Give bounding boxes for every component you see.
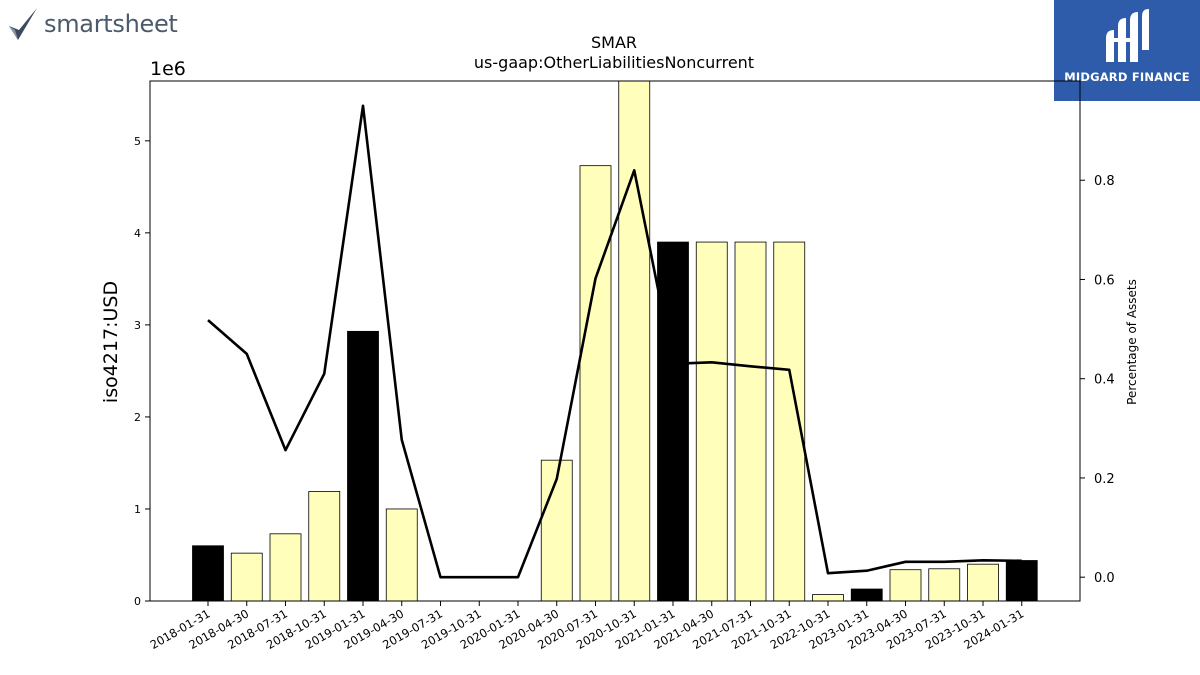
y-right-tick-label: 0.2 [1094, 472, 1115, 487]
bar-group [192, 80, 1038, 602]
y-right-tick-label: 0.4 [1094, 373, 1115, 388]
bar-2020-10-31 [618, 80, 651, 602]
bar-2018-10-31 [308, 491, 341, 602]
bar-2018-04-30 [230, 552, 263, 602]
bar-2022-10-31 [812, 594, 844, 602]
bar-2018-01-31 [192, 545, 224, 602]
chart-subtitle: us-gaap:OtherLiabilitiesNoncurrent [474, 53, 754, 72]
bar-2023-01-31 [850, 588, 883, 602]
bar-2019-01-31 [347, 330, 379, 602]
y-right-tick-label: 0.8 [1094, 174, 1115, 189]
y-right-tick-label: 0.6 [1094, 273, 1115, 288]
smartsheet-check-icon [9, 8, 37, 40]
y-axis-offset-label: 1e6 [150, 58, 186, 80]
bar-2020-07-31 [579, 165, 612, 602]
y-tick-label: 3 [134, 319, 141, 332]
bar-2023-07-31 [928, 568, 961, 602]
y-tick-label: 4 [134, 227, 141, 240]
y-right-tick-label: 0.0 [1094, 571, 1115, 586]
line-group [207, 104, 1022, 579]
midgard-emblem-icon [1106, 9, 1149, 62]
smartsheet-logo: smartsheet [6, 4, 178, 44]
percentage-of-assets-line [207, 104, 1022, 579]
bar-2018-07-31 [269, 533, 302, 602]
smartsheet-wordmark: smartsheet [44, 10, 178, 38]
y-axis-label: iso4217:USD [100, 281, 122, 403]
y-tick-label: 2 [134, 411, 141, 424]
bar-2019-04-30 [385, 508, 418, 602]
y-tick-label: 1 [134, 503, 141, 516]
bar-2023-04-30 [889, 569, 922, 602]
bar-2021-07-31 [734, 241, 767, 602]
bar-2024-01-31 [1005, 560, 1038, 602]
bar-2021-01-31 [657, 241, 689, 602]
midgard-finance-wordmark: MIDGARD FINANCE [1064, 70, 1190, 84]
chart-title: SMAR [591, 33, 637, 52]
y-tick-label: 5 [134, 135, 141, 148]
y-tick-label: 0 [134, 595, 141, 608]
plot-frame [149, 80, 1081, 602]
bar-2023-10-31 [967, 563, 999, 602]
bar-2021-04-30 [695, 241, 728, 602]
midgard-finance-logo: MIDGARD FINANCE [1054, 0, 1200, 101]
y-axis-right-label: Percentage of Assets [1125, 279, 1139, 405]
